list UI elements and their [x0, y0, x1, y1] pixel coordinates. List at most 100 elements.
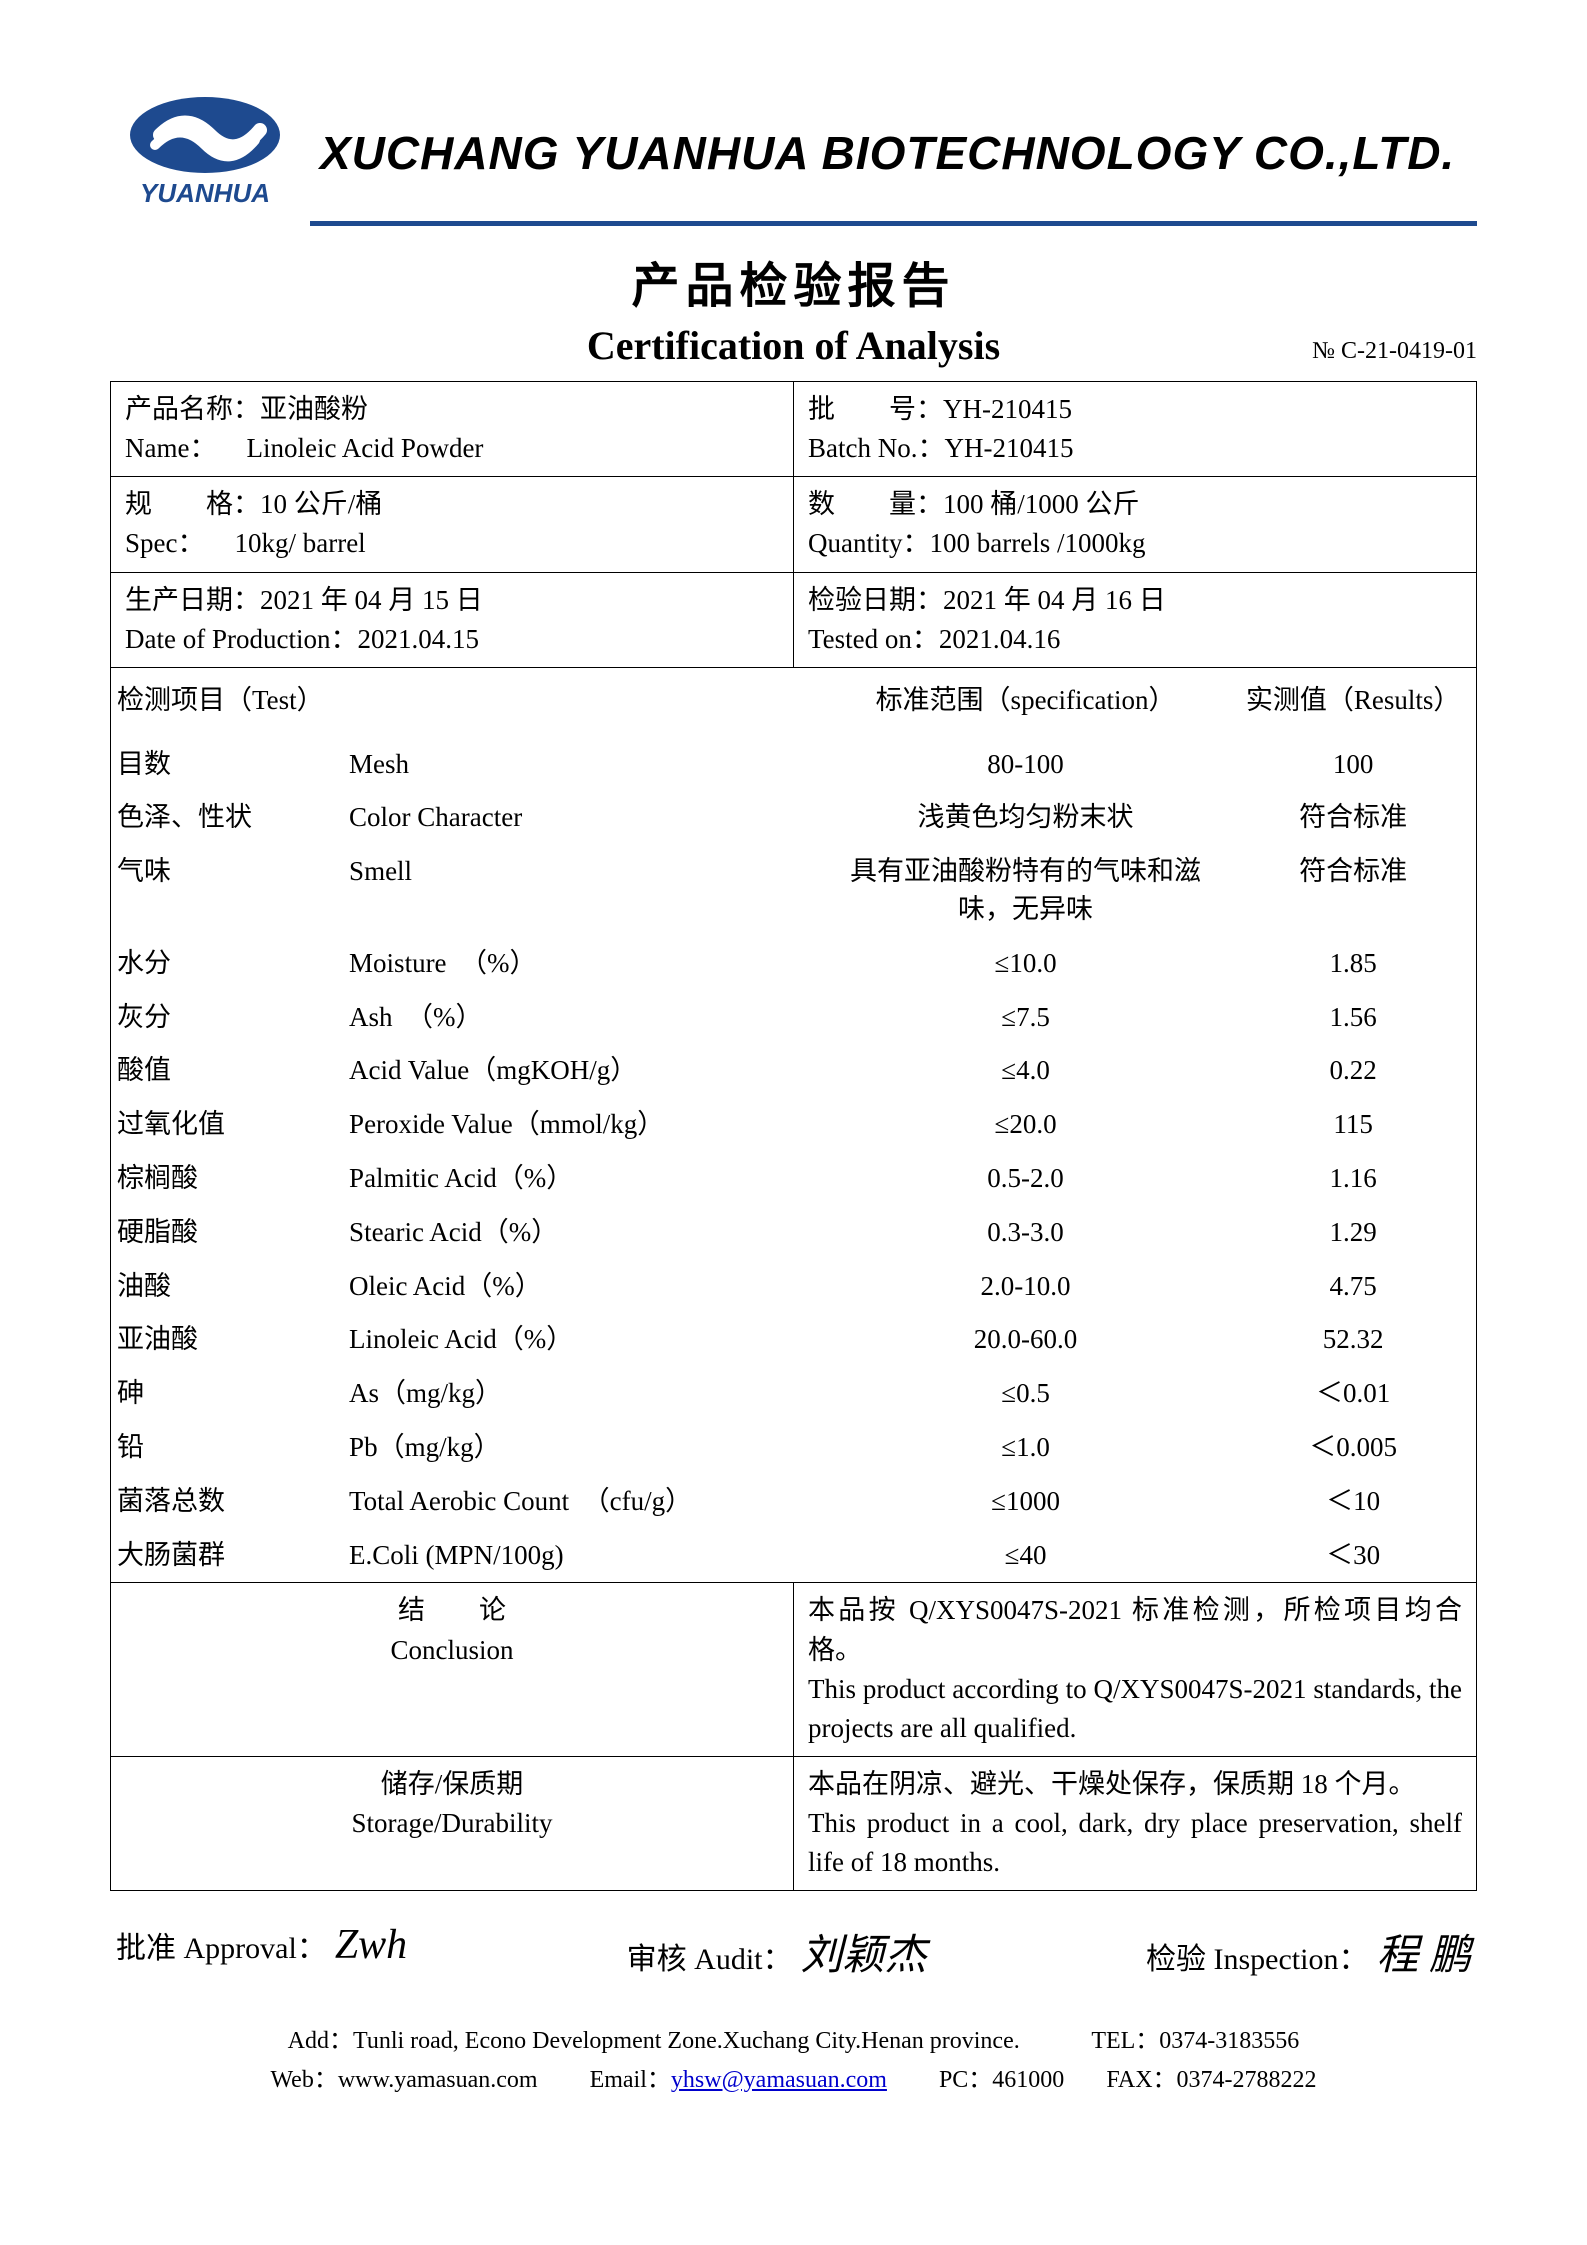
- prod-date-en-label: Date of Production：: [125, 624, 357, 654]
- test-cn: 水分: [111, 937, 343, 991]
- test-spec: 具有亚油酸粉特有的气味和滋味，无异味: [821, 845, 1231, 937]
- prod-date-cn: 2021 年 04 月 15 日: [260, 585, 483, 615]
- test-row: 过氧化值Peroxide Value（mmol/kg）≤20.0115: [111, 1098, 1476, 1152]
- conclusion-label-cn: 结 论: [398, 1595, 506, 1625]
- test-cn: 亚油酸: [111, 1313, 343, 1367]
- inspection-block: 检验 Inspection： 程 鹏: [1146, 1921, 1471, 1982]
- audit-block: 审核 Audit： 刘颖杰: [627, 1921, 927, 1982]
- storage-row: 储存/保质期 Storage/Durability 本品在阴凉、避光、干燥处保存…: [111, 1756, 1477, 1890]
- test-en: Color Character: [343, 791, 821, 845]
- test-result: 1.56: [1230, 991, 1476, 1045]
- test-table: 检测项目（Test） 标准范围（specification） 实测值（Resul…: [111, 668, 1476, 1583]
- qty-cn: 100 桶/1000 公斤: [943, 489, 1140, 519]
- test-row: 气味Smell具有亚油酸粉特有的气味和滋味，无异味符合标准: [111, 845, 1476, 937]
- test-result: 1.16: [1230, 1152, 1476, 1206]
- document-header: YUANHUA XUCHANG YUANHUA BIOTECHNOLOGY CO…: [110, 90, 1477, 215]
- inspection-signature: 程 鹏: [1376, 1921, 1471, 1982]
- info-row-dates: 生产日期：2021 年 04 月 15 日 Date of Production…: [111, 572, 1477, 667]
- company-logo: YUANHUA: [110, 90, 300, 215]
- inspection-label: 检验 Inspection：: [1146, 1934, 1368, 1978]
- test-cn: 油酸: [111, 1260, 343, 1314]
- test-spec: ≤0.5: [821, 1367, 1231, 1421]
- test-result: 1.29: [1230, 1206, 1476, 1260]
- qty-en: 100 barrels /1000kg: [930, 528, 1146, 558]
- test-en: Ash （%）: [343, 991, 821, 1045]
- test-row: 硬脂酸Stearic Acid（%）0.3-3.01.29: [111, 1206, 1476, 1260]
- footer: Add：Tunli road, Econo Development Zone.X…: [110, 2022, 1477, 2099]
- test-spec: 2.0-10.0: [821, 1260, 1231, 1314]
- test-row: 亚油酸Linoleic Acid（%）20.0-60.052.32: [111, 1313, 1476, 1367]
- conclusion-label-en: Conclusion: [390, 1635, 513, 1665]
- test-row: 水分Moisture （%）≤10.01.85: [111, 937, 1476, 991]
- test-cn: 酸值: [111, 1044, 343, 1098]
- name-cn: 亚油酸粉: [260, 394, 368, 424]
- test-cn: 气味: [111, 845, 343, 937]
- test-date-cn-label: 检验日期：: [808, 585, 943, 615]
- test-spec: ≤1000: [821, 1475, 1231, 1529]
- test-row: 棕榈酸Palmitic Acid（%）0.5-2.01.16: [111, 1152, 1476, 1206]
- test-spec: ≤4.0: [821, 1044, 1231, 1098]
- test-cn: 棕榈酸: [111, 1152, 343, 1206]
- test-row: 酸值Acid Value（mgKOH/g）≤4.00.22: [111, 1044, 1476, 1098]
- audit-label: 审核 Audit：: [627, 1934, 793, 1978]
- test-date-cn: 2021 年 04 月 16 日: [943, 585, 1166, 615]
- footer-email-link[interactable]: yhsw@yamasuan.com: [671, 2067, 887, 2093]
- test-result: 符合标准: [1230, 845, 1476, 937]
- test-cn: 色泽、性状: [111, 791, 343, 845]
- document-number: № C-21-0419-01: [1312, 338, 1477, 365]
- approval-signature: Zwh: [335, 1921, 407, 1969]
- storage-text-en: This product in a cool, dark, dry place …: [808, 1808, 1462, 1877]
- approval-block: 批准 Approval： Zwh: [116, 1921, 407, 1982]
- test-en: Oleic Acid（%）: [343, 1260, 821, 1314]
- test-spec: 0.5-2.0: [821, 1152, 1231, 1206]
- test-row: 油酸Oleic Acid（%）2.0-10.04.75: [111, 1260, 1476, 1314]
- test-result: 4.75: [1230, 1260, 1476, 1314]
- name-cn-label: 产品名称：: [125, 394, 260, 424]
- spec-en: 10kg/ barrel: [234, 528, 365, 558]
- prod-date-cn-label: 生产日期：: [125, 585, 260, 615]
- title-cn: 产品检验报告: [110, 246, 1477, 316]
- conclusion-row: 结 论 Conclusion 本品按 Q/XYS0047S-2021 标准检测，…: [111, 1583, 1477, 1757]
- test-row: 菌落总数Total Aerobic Count （cfu/g）≤1000＜10: [111, 1475, 1476, 1529]
- test-spec: ≤7.5: [821, 991, 1231, 1045]
- spec-en-label: Spec：: [125, 528, 204, 558]
- test-en: Mesh: [343, 738, 821, 792]
- test-cn: 灰分: [111, 991, 343, 1045]
- test-cn: 大肠菌群: [111, 1529, 343, 1583]
- test-result: 符合标准: [1230, 791, 1476, 845]
- prod-date-en: 2021.04.15: [357, 624, 479, 654]
- info-row-spec: 规 格：10 公斤/桶 Spec：10kg/ barrel 数 量：100 桶/…: [111, 477, 1477, 572]
- header-rule: [310, 221, 1477, 226]
- test-en: Stearic Acid（%）: [343, 1206, 821, 1260]
- test-en: Smell: [343, 845, 821, 937]
- test-en: Moisture （%）: [343, 937, 821, 991]
- batch-cn-label: 批 号：: [808, 394, 943, 424]
- test-cn: 砷: [111, 1367, 343, 1421]
- batch-cn: YH-210415: [943, 394, 1072, 424]
- svg-text:YUANHUA: YUANHUA: [140, 178, 270, 208]
- test-cn: 目数: [111, 738, 343, 792]
- test-cn: 菌落总数: [111, 1475, 343, 1529]
- test-row: 大肠菌群E.Coli (MPN/100g)≤40＜30: [111, 1529, 1476, 1583]
- signature-row: 批准 Approval： Zwh 审核 Audit： 刘颖杰 检验 Inspec…: [110, 1921, 1477, 1982]
- test-spec: ≤20.0: [821, 1098, 1231, 1152]
- conclusion-text-en: This product according to Q/XYS0047S-202…: [808, 1674, 1462, 1743]
- qty-cn-label: 数 量：: [808, 489, 943, 519]
- test-en: Peroxide Value（mmol/kg）: [343, 1098, 821, 1152]
- batch-en-label: Batch No.：: [808, 433, 944, 463]
- test-spec: 0.3-3.0: [821, 1206, 1231, 1260]
- test-spec: ≤1.0: [821, 1421, 1231, 1475]
- test-row: 砷As（mg/kg）≤0.5＜0.01: [111, 1367, 1476, 1421]
- footer-tel: TEL：0374-3183556: [1091, 2028, 1299, 2054]
- spec-cn: 10 公斤/桶: [260, 489, 382, 519]
- footer-fax: FAX：0374-2788222: [1106, 2067, 1316, 2093]
- test-result: ＜30: [1230, 1529, 1476, 1583]
- test-result: ＜10: [1230, 1475, 1476, 1529]
- test-result: ＜0.01: [1230, 1367, 1476, 1421]
- test-date-en: 2021.04.16: [939, 624, 1061, 654]
- test-en: Palmitic Acid（%）: [343, 1152, 821, 1206]
- test-row: 色泽、性状Color Character浅黄色均匀粉末状符合标准: [111, 791, 1476, 845]
- conclusion-text-cn: 本品按 Q/XYS0047S-2021 标准检测，所检项目均合格。: [808, 1595, 1462, 1664]
- test-header-test: 检测项目（Test）: [111, 668, 821, 738]
- test-header-results: 实测值（Results）: [1230, 668, 1476, 738]
